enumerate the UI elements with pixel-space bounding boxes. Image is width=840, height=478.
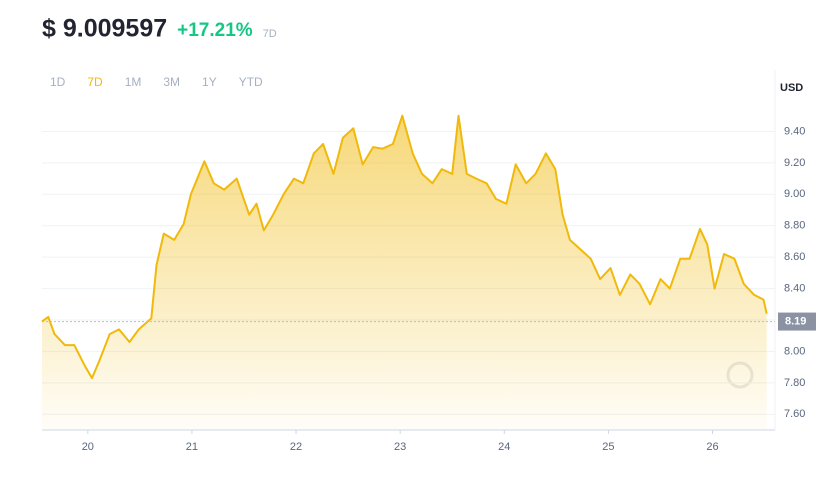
y-tick-label: 9.40 bbox=[784, 125, 805, 137]
x-tick-label: 23 bbox=[394, 441, 406, 453]
range-tab[interactable]: 7D bbox=[87, 75, 103, 89]
x-tick-label: 26 bbox=[706, 441, 718, 453]
x-tick-label: 22 bbox=[290, 441, 302, 453]
range-tab[interactable]: 1Y bbox=[202, 75, 217, 89]
x-tick-label: 24 bbox=[498, 441, 510, 453]
price-change: +17.21% bbox=[177, 20, 253, 41]
x-tick-label: 21 bbox=[186, 441, 198, 453]
range-tab[interactable]: 1M bbox=[125, 75, 142, 89]
y-tick-label: 8.60 bbox=[784, 251, 805, 263]
y-tick-label: 8.40 bbox=[784, 282, 805, 294]
y-tick-label: 9.20 bbox=[784, 157, 805, 169]
price: $ 9.009597 bbox=[42, 15, 167, 43]
period-label: 7D bbox=[263, 28, 277, 40]
y-tick-label: 8.80 bbox=[784, 220, 805, 232]
range-tab[interactable]: 3M bbox=[163, 75, 180, 89]
y-tick-label: 7.80 bbox=[784, 377, 805, 389]
y-tick-label: 9.00 bbox=[784, 188, 805, 200]
currency-label: USD bbox=[780, 82, 803, 94]
reference-label: 8.19 bbox=[785, 315, 806, 327]
y-tick-label: 8.00 bbox=[784, 345, 805, 357]
area bbox=[42, 115, 767, 430]
range-tab[interactable]: YTD bbox=[239, 75, 263, 89]
y-tick-label: 7.60 bbox=[784, 408, 805, 420]
range-tab[interactable]: 1D bbox=[50, 75, 66, 89]
price-line bbox=[41, 114, 768, 380]
reference-badge bbox=[778, 312, 816, 331]
x-tick-label: 25 bbox=[602, 441, 614, 453]
x-tick-label: 20 bbox=[82, 441, 94, 453]
